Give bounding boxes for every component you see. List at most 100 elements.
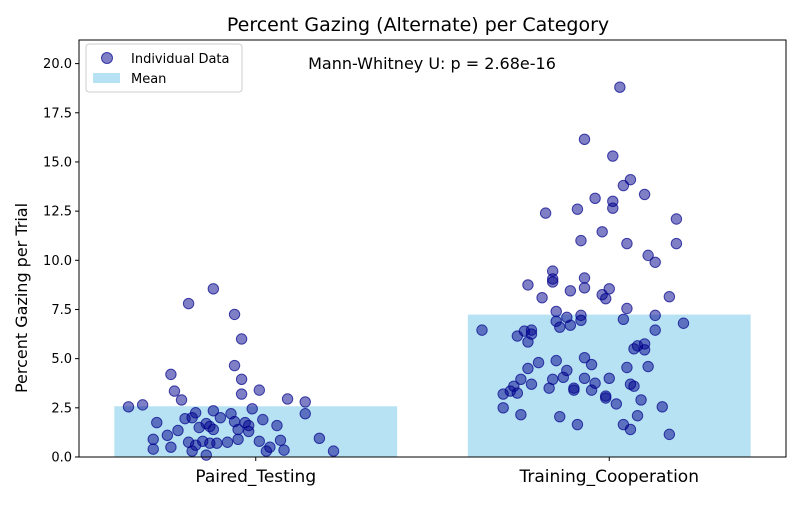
data-point [600,292,612,305]
data-point [522,362,534,375]
data-point [539,207,552,219]
data-point [299,408,311,420]
y-tick-label: 0.0 [51,451,72,466]
data-point [536,291,548,304]
data-point [610,398,623,410]
x-tick-label: Training_Cooperation [519,467,699,487]
data-point [136,399,149,411]
data-point [638,338,651,350]
data-point [281,393,294,405]
data-point [189,407,202,419]
data-point [649,324,661,336]
data-point [670,237,683,250]
data-point [182,297,195,310]
y-tick-label: 12.5 [43,205,72,220]
data-point [207,283,220,295]
legend-label-individual: Individual Data [131,52,229,67]
legend-marker-individual [101,52,113,64]
axes-frame [78,39,787,458]
data-point [207,405,220,417]
data-point [214,411,227,424]
data-point [232,433,244,445]
data-point [235,373,248,386]
data-point [568,384,580,396]
data-point [221,436,234,448]
data-point [564,285,577,297]
data-point [253,384,265,396]
data-point [656,401,668,413]
data-point [525,324,538,336]
data-point [532,356,545,369]
data-point [522,336,534,348]
data-point [578,272,591,284]
y-axis-ticks: 0.0 2.5 5.0 7.5 10.0 12.5 15.0 17.5 20.0 [43,57,79,466]
data-point [600,392,612,404]
y-tick-label: 17.5 [43,106,72,121]
data-point [607,202,619,214]
y-tick-label: 7.5 [51,303,72,318]
y-tick-label: 10.0 [43,254,72,269]
data-point [628,380,640,392]
legend: Individual Data Mean [85,43,243,93]
data-point [649,309,661,322]
points-layer [122,81,690,461]
data-point [211,437,223,449]
data-point [578,133,591,146]
chart-title: Percent Gazing (Alternate) per Category [227,14,609,36]
data-point [635,394,647,406]
data-point [278,444,290,456]
data-point [624,173,637,186]
data-point [257,413,269,426]
data-point [621,237,633,250]
x-tick-label: Paired_Testing [195,467,316,487]
data-point [578,372,591,385]
data-point [621,302,633,315]
data-point [511,387,524,399]
data-point [313,432,326,445]
data-point [207,423,220,436]
data-point [246,403,258,415]
data-point [151,416,163,429]
y-axis-label: Percent Gazing per Trial [12,203,31,393]
data-point [642,249,654,262]
data-point [122,401,135,413]
data-point [497,402,509,414]
data-point [638,188,651,201]
legend-box [85,43,243,93]
data-point [561,364,573,377]
stat-annotation: Mann-Whitney U: p = 2.68e-16 [308,54,556,73]
data-point [578,351,591,364]
data-point [271,419,283,432]
y-tick-label: 15.0 [43,155,72,170]
x-axis-ticks: Paired_Testing Training_Cooperation [195,457,699,487]
data-point [614,81,626,93]
data-point [550,305,562,318]
data-point [253,435,265,447]
data-point [168,385,181,397]
data-point [242,419,255,432]
data-point [578,282,591,294]
y-tick-label: 20.0 [43,57,72,72]
data-point [670,213,683,225]
data-point [624,423,637,436]
data-point [274,434,287,446]
data-point [663,428,676,441]
data-point [649,256,661,268]
y-tick-label: 2.5 [51,401,72,416]
data-point [554,410,566,423]
data-point [575,314,587,326]
data-point [663,290,676,303]
data-point [603,372,615,385]
data-point [617,313,630,326]
data-point [147,433,159,445]
data-point [299,396,311,408]
data-point [228,308,241,321]
data-point [165,441,177,453]
data-point [571,418,584,431]
data-point [327,445,340,457]
data-point [621,361,633,374]
data-point [585,358,598,371]
y-tick-label: 5.0 [51,352,72,367]
